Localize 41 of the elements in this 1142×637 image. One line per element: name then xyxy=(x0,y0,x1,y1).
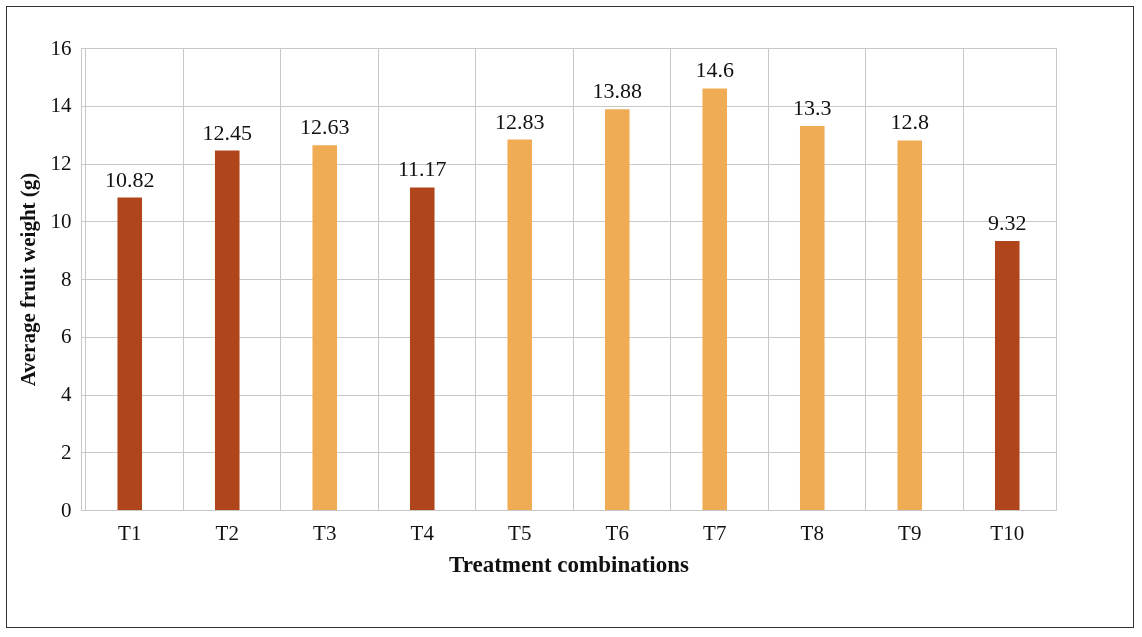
x-tick-label: T10 xyxy=(990,520,1025,545)
x-tick-label: T1 xyxy=(118,520,142,545)
bar xyxy=(312,145,338,510)
x-tick-label: T5 xyxy=(508,520,532,545)
y-tick-label: 2 xyxy=(61,439,72,464)
y-tick-label: 8 xyxy=(61,266,72,291)
data-label: 11.17 xyxy=(397,156,447,182)
data-label: 12.83 xyxy=(495,108,545,134)
data-label: 12.45 xyxy=(202,119,252,145)
data-label: 12.63 xyxy=(300,114,350,140)
data-label: 12.8 xyxy=(890,109,929,135)
data-label: 10.82 xyxy=(105,166,155,192)
bar xyxy=(604,109,630,510)
x-tick-label: T3 xyxy=(313,520,337,545)
data-label: 13.3 xyxy=(793,94,832,120)
x-tick-label: T9 xyxy=(898,520,922,545)
y-axis-title: Average fruit weight (g) xyxy=(15,172,40,387)
bar xyxy=(799,125,825,510)
bar xyxy=(507,139,533,510)
bar xyxy=(702,88,728,510)
data-label: 9.32 xyxy=(988,209,1027,235)
x-tick-label: T4 xyxy=(410,520,435,545)
bar xyxy=(897,140,923,510)
x-tick-label: T8 xyxy=(800,520,824,545)
bar xyxy=(214,150,240,510)
y-tick-label: 0 xyxy=(61,497,72,522)
y-tick-label: 10 xyxy=(50,208,72,233)
x-tick-label: T7 xyxy=(703,520,727,545)
y-tick-label: 12 xyxy=(50,151,72,175)
data-label: 14.6 xyxy=(695,57,734,83)
data-label: 13.88 xyxy=(592,78,642,104)
y-tick-label: 14 xyxy=(50,93,72,118)
y-tick-label: 4 xyxy=(61,382,72,406)
x-axis-title: Treatment combinations xyxy=(449,551,690,577)
bar xyxy=(994,240,1020,510)
y-tick-label: 6 xyxy=(61,324,72,349)
x-tick-label: T2 xyxy=(215,520,239,545)
bar xyxy=(117,197,143,510)
y-tick-label: 16 xyxy=(50,35,72,60)
bar xyxy=(409,187,435,510)
x-tick-label: T6 xyxy=(605,520,629,545)
